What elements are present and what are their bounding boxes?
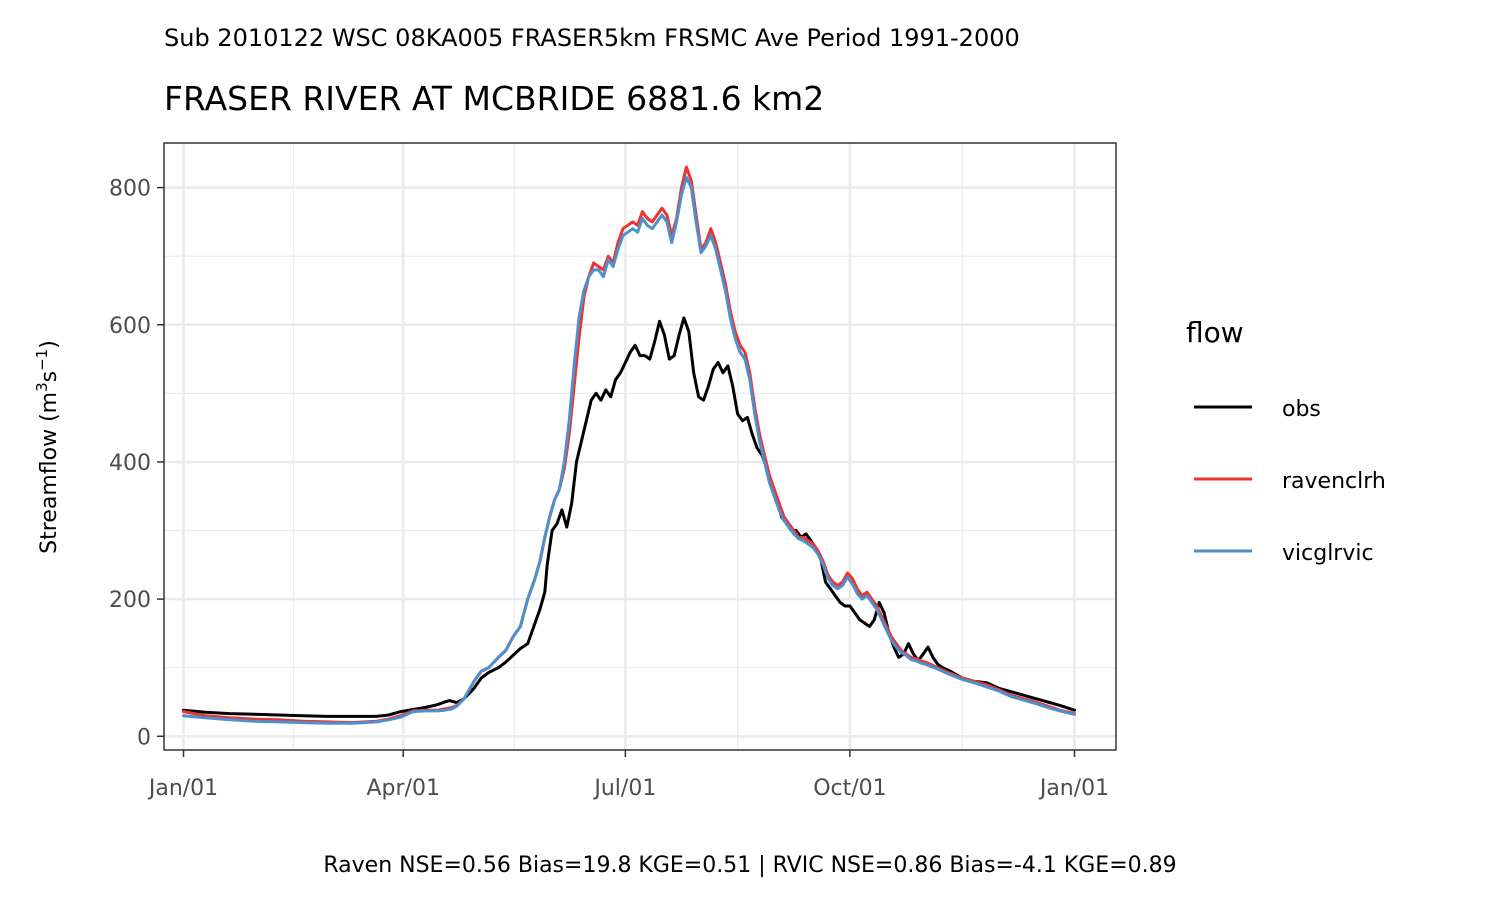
y-tick-label: 800: [109, 177, 151, 202]
x-tick-label: Apr/01: [366, 776, 439, 801]
grid-major: [164, 143, 1116, 750]
y-tick-label: 0: [137, 725, 151, 750]
chart-caption: Raven NSE=0.56 Bias=19.8 KGE=0.51 | RVIC…: [323, 853, 1176, 878]
y-axis-label-sup2: −1: [33, 349, 51, 371]
y-axis: 0 200 400 600 800: [109, 177, 164, 750]
y-tick-label: 600: [109, 314, 151, 339]
y-tick-label: 400: [109, 451, 151, 476]
x-tick-label: Jul/01: [592, 776, 656, 801]
chart-title: FRASER RIVER AT MCBRIDE 6881.6 km2: [164, 79, 824, 118]
series-line-vicglrvic: [182, 175, 1076, 725]
legend-label-obs: obs: [1282, 397, 1321, 422]
grid-minor: [164, 143, 1116, 750]
plot-border: [163, 142, 1117, 751]
legend: flow obs ravenclrh vicglrvic: [1186, 316, 1386, 566]
x-tick-label: Jan/01: [147, 776, 218, 801]
series-lines: [182, 165, 1076, 725]
legend-label-ravenclrh: ravenclrh: [1282, 469, 1386, 494]
series-line-obs: [182, 316, 1076, 718]
x-tick-label: Oct/01: [813, 776, 886, 801]
plot-panel: [164, 143, 1116, 750]
x-axis: Jan/01 Apr/01 Jul/01 Oct/01 Jan/01: [147, 750, 1109, 801]
legend-title: flow: [1186, 316, 1244, 349]
chart-subtitle: Sub 2010122 WSC 08KA005 FRASER5km FRSMC …: [164, 24, 1020, 52]
x-tick-label: Jan/01: [1038, 776, 1109, 801]
y-tick-label: 200: [109, 588, 151, 613]
y-axis-label-sup1: 3: [33, 382, 51, 392]
legend-label-vicglrvic: vicglrvic: [1282, 541, 1374, 566]
y-axis-label: Streamflow (m3s−1): [33, 340, 62, 554]
